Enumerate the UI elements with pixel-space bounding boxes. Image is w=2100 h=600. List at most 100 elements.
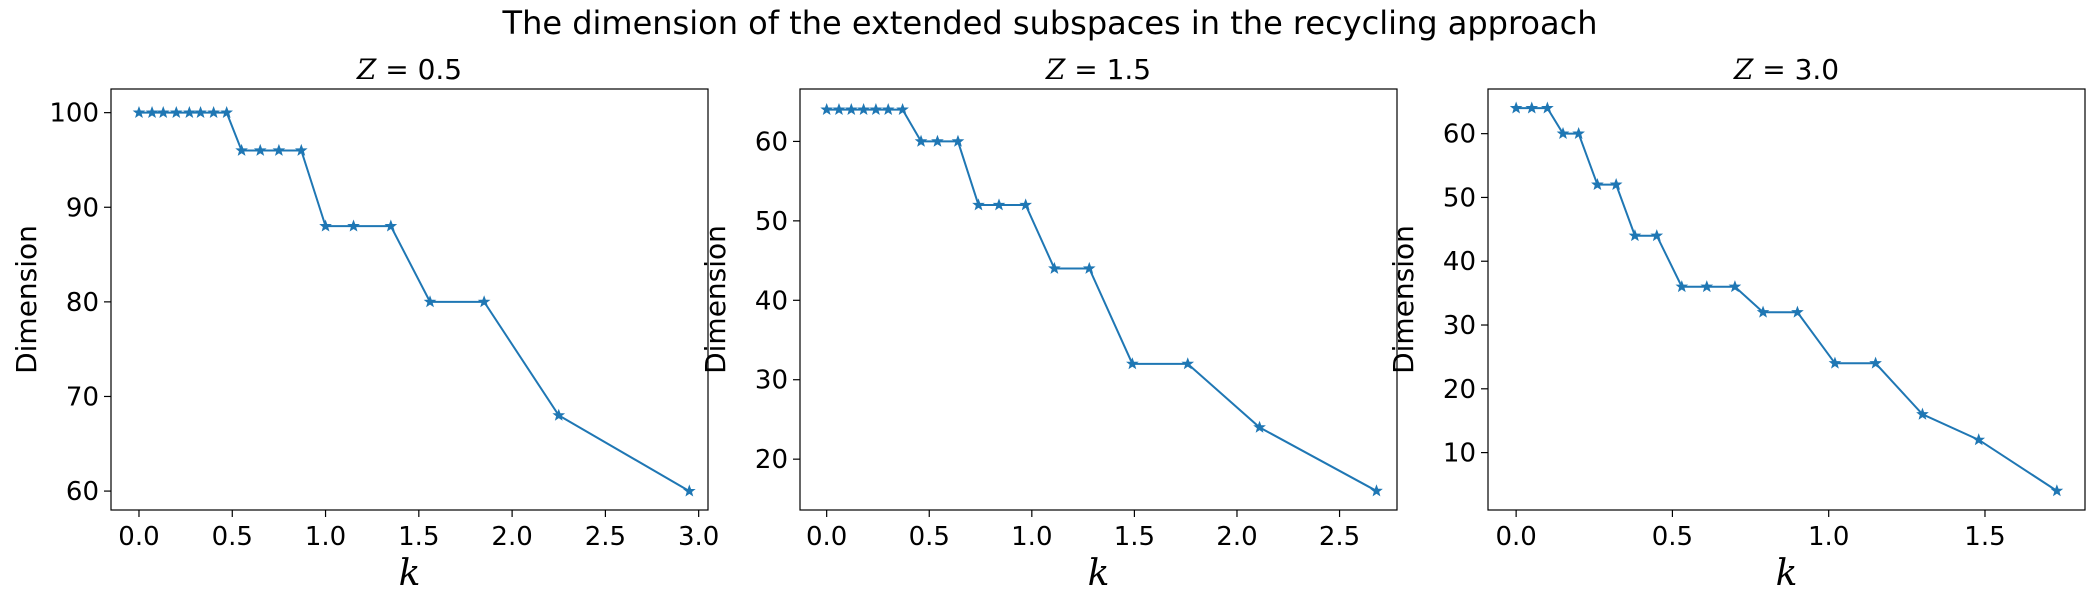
subplot-title-value: = 3.0 bbox=[1753, 53, 1839, 86]
data-point bbox=[683, 484, 696, 497]
subplot-title-variable: Z bbox=[356, 53, 377, 86]
data-point bbox=[931, 134, 944, 147]
data-point bbox=[914, 134, 928, 147]
data-point bbox=[1126, 357, 1139, 370]
data-point bbox=[844, 102, 858, 116]
data-point bbox=[1869, 356, 1882, 369]
data-point bbox=[1253, 420, 1266, 433]
data-point bbox=[1509, 101, 1523, 114]
series-line bbox=[826, 108, 1377, 492]
data-point bbox=[1972, 433, 1986, 446]
subplot-title: Z = 0.5 bbox=[356, 53, 462, 86]
data-point bbox=[169, 106, 183, 119]
y-tick-label: 60 bbox=[1443, 120, 1476, 150]
x-tick-label: 0.5 bbox=[212, 522, 253, 552]
data-point bbox=[869, 102, 883, 116]
x-tick-label: 2.0 bbox=[491, 522, 532, 552]
data-point bbox=[1628, 229, 1642, 242]
x-axis-label: k bbox=[1088, 553, 1110, 594]
data-point bbox=[1728, 280, 1742, 293]
subplot-title: Z = 3.0 bbox=[1733, 53, 1839, 86]
y-axis-label: Dimension bbox=[699, 225, 732, 374]
data-point bbox=[253, 143, 267, 156]
data-point bbox=[1591, 178, 1604, 191]
data-point bbox=[294, 143, 308, 156]
data-point bbox=[1525, 101, 1539, 114]
data-point bbox=[832, 102, 846, 116]
y-tick-label: 70 bbox=[66, 382, 99, 412]
y-tick-label: 60 bbox=[755, 127, 788, 157]
series-line bbox=[138, 111, 690, 492]
subplot-3: 0.0 0.5 1.0 1.5 10 20 30 40 50 60 Z = 3.0 k Dimensio… bbox=[1387, 53, 2086, 594]
x-tick-label: 1.5 bbox=[1964, 522, 2005, 552]
data-point bbox=[992, 198, 1006, 211]
x-tick-label: 3.0 bbox=[678, 522, 719, 552]
subplot-1: 0.0 0.5 1.0 1.5 2.0 2.5 3.0 60 70 80 90 100 Z = 0.5 k… bbox=[10, 53, 719, 594]
y-axis-label: Dimension bbox=[10, 225, 43, 374]
data-point bbox=[1828, 356, 1842, 369]
data-point bbox=[951, 134, 965, 147]
x-axis-label: k bbox=[399, 553, 421, 594]
series-line bbox=[1516, 107, 2058, 492]
data-point bbox=[156, 105, 170, 119]
data-point bbox=[820, 102, 833, 116]
data-point bbox=[972, 198, 985, 211]
data-point bbox=[896, 102, 909, 116]
x-tick-label: 2.5 bbox=[1319, 522, 1360, 552]
data-point bbox=[881, 103, 895, 116]
y-tick-label: 20 bbox=[1443, 375, 1476, 405]
data-point bbox=[1019, 198, 1032, 211]
subplot-title-variable: Z bbox=[1733, 53, 1754, 86]
data-point bbox=[1756, 305, 1770, 318]
x-tick-label: 1.5 bbox=[398, 522, 439, 552]
data-point bbox=[145, 106, 159, 119]
data-point bbox=[1572, 127, 1585, 140]
data-point bbox=[235, 143, 248, 156]
data-point bbox=[1650, 229, 1664, 242]
x-tick-label: 1.0 bbox=[1808, 522, 1849, 552]
plot-frame bbox=[799, 88, 1398, 511]
data-point bbox=[220, 105, 233, 119]
y-tick-label: 30 bbox=[755, 366, 788, 396]
plot-frame bbox=[1487, 88, 2086, 511]
data-point bbox=[207, 105, 220, 119]
y-tick-label: 40 bbox=[1443, 247, 1476, 277]
x-tick-label: 1.0 bbox=[1011, 522, 1052, 552]
subplot-2: 0.0 0.5 1.0 1.5 2.0 2.5 20 30 40 50 60 Z = 1.5 k Dime… bbox=[699, 53, 1398, 594]
data-point bbox=[1048, 261, 1061, 274]
x-tick-label: 0.5 bbox=[1652, 522, 1693, 552]
x-tick-label: 2.0 bbox=[1216, 522, 1257, 552]
data-point bbox=[1541, 101, 1554, 114]
data-point bbox=[272, 143, 286, 156]
plot-frame bbox=[110, 88, 709, 511]
data-point bbox=[319, 219, 332, 232]
data-point bbox=[423, 295, 437, 308]
data-point bbox=[1181, 357, 1195, 370]
figure-title: The dimension of the extended subspaces … bbox=[502, 4, 1598, 42]
data-point bbox=[347, 219, 360, 232]
data-point bbox=[1916, 407, 1929, 420]
data-point bbox=[1609, 178, 1623, 191]
data-point bbox=[1370, 484, 1383, 497]
y-axis-label: Dimension bbox=[1387, 225, 1420, 374]
data-point bbox=[1700, 280, 1714, 293]
data-point bbox=[194, 105, 207, 119]
subplot-title-value: = 1.5 bbox=[1065, 53, 1151, 86]
y-tick-label: 60 bbox=[66, 477, 99, 507]
x-tick-label: 0.0 bbox=[118, 522, 159, 552]
y-tick-label: 80 bbox=[66, 288, 99, 318]
subplot-title-value: = 0.5 bbox=[376, 53, 462, 86]
data-point bbox=[1675, 280, 1689, 293]
x-tick-label: 1.0 bbox=[305, 522, 346, 552]
data-point bbox=[1791, 305, 1804, 318]
y-tick-label: 30 bbox=[1443, 311, 1476, 341]
x-axis-label: k bbox=[1776, 553, 1798, 594]
y-tick-label: 20 bbox=[755, 445, 788, 475]
y-tick-label: 50 bbox=[1443, 183, 1476, 213]
data-point bbox=[1556, 127, 1570, 140]
subplot-title-variable: Z bbox=[1045, 53, 1066, 86]
y-tick-label: 10 bbox=[1443, 439, 1476, 469]
x-tick-label: 0.0 bbox=[1495, 522, 1536, 552]
subplot-title: Z = 1.5 bbox=[1045, 53, 1151, 86]
x-tick-label: 0.5 bbox=[909, 522, 950, 552]
